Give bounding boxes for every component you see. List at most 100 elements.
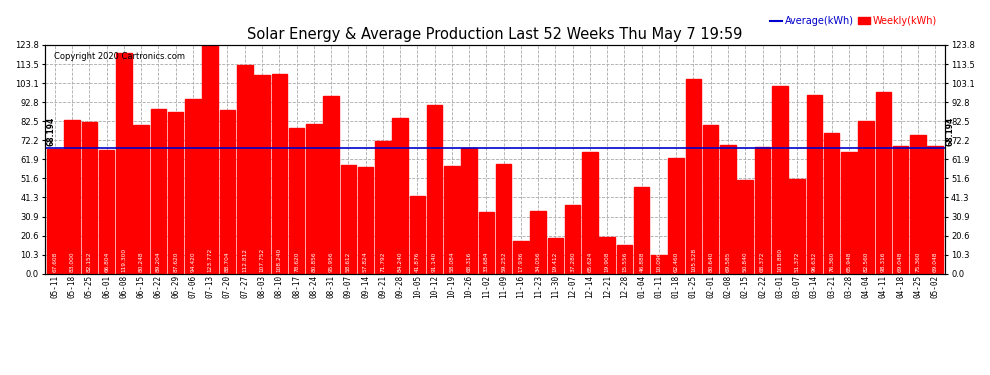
Bar [375,141,391,274]
Bar [427,105,443,274]
Text: 34.056: 34.056 [536,252,541,272]
Text: 19.412: 19.412 [552,252,558,272]
Text: 91.140: 91.140 [432,252,438,272]
Bar [565,205,580,274]
Bar [531,211,545,274]
Bar [461,147,477,274]
Bar [185,99,201,274]
Bar [754,147,770,274]
Text: 78.620: 78.620 [294,252,299,272]
Text: 82.152: 82.152 [87,252,92,272]
Text: 68.194: 68.194 [47,117,55,146]
Bar [547,238,563,274]
Bar [168,112,183,274]
Text: 65.624: 65.624 [587,252,592,272]
Text: 83.000: 83.000 [69,252,74,272]
Bar [134,126,148,274]
Text: 80.248: 80.248 [139,252,144,272]
Bar [738,180,753,274]
Text: 46.888: 46.888 [640,252,644,272]
Text: 123.772: 123.772 [208,248,213,272]
Bar [893,146,909,274]
Text: 50.840: 50.840 [742,252,747,272]
Bar [99,150,115,274]
Bar [617,245,633,274]
Bar [445,166,459,274]
Bar [496,164,512,274]
Text: 75.360: 75.360 [916,252,921,272]
Text: 80.856: 80.856 [311,252,316,272]
Bar [928,146,942,274]
Bar [582,153,598,274]
Text: 82.560: 82.560 [863,252,868,272]
Bar [599,237,615,274]
Bar [254,75,269,274]
Bar [668,158,684,274]
Bar [324,96,339,274]
Text: 68.316: 68.316 [466,252,471,272]
Text: 80.640: 80.640 [708,252,713,272]
Legend: Average(kWh), Weekly(kWh): Average(kWh), Weekly(kWh) [766,12,940,30]
Bar [824,133,840,274]
Text: 88.704: 88.704 [225,252,230,272]
Text: 96.632: 96.632 [812,252,817,272]
Bar [306,124,322,274]
Bar [858,121,874,274]
Text: 37.280: 37.280 [570,252,575,272]
Bar [720,145,736,274]
Bar [64,120,80,274]
Bar [875,92,891,274]
Text: 95.956: 95.956 [329,252,334,272]
Text: 69.048: 69.048 [933,252,938,272]
Text: 71.792: 71.792 [380,252,385,272]
Text: 107.752: 107.752 [259,248,264,272]
Text: 51.372: 51.372 [795,252,800,272]
Text: 57.824: 57.824 [363,252,368,272]
Bar [150,109,166,274]
Text: 98.316: 98.316 [881,252,886,272]
Text: 62.460: 62.460 [674,252,679,272]
Bar [116,53,132,274]
Bar [789,179,805,274]
Bar [634,187,649,274]
Bar [703,125,719,274]
Text: 10.096: 10.096 [656,252,661,272]
Text: 33.684: 33.684 [484,252,489,272]
Text: 68.194: 68.194 [945,117,954,146]
Text: 101.880: 101.880 [777,248,782,272]
Text: 17.936: 17.936 [519,252,524,272]
Bar [48,149,62,274]
Bar [237,65,252,274]
Bar [772,86,787,274]
Text: 84.240: 84.240 [398,252,403,272]
Text: 67.608: 67.608 [52,252,57,272]
Bar [289,129,304,274]
Text: 65.948: 65.948 [846,252,851,272]
Bar [807,95,822,274]
Bar [910,135,926,274]
Bar [651,255,666,274]
Text: 19.908: 19.908 [605,252,610,272]
Bar [513,241,529,274]
Text: 68.372: 68.372 [760,252,765,272]
Text: 108.240: 108.240 [277,248,282,272]
Text: 119.300: 119.300 [122,248,127,272]
Text: 87.620: 87.620 [173,252,178,272]
Text: 66.804: 66.804 [104,252,109,272]
Text: 105.528: 105.528 [691,248,696,272]
Text: 94.420: 94.420 [190,252,195,272]
Bar [842,152,856,274]
Text: 59.252: 59.252 [501,252,506,272]
Text: 58.612: 58.612 [346,252,350,272]
Text: Copyright 2020 Cartronics.com: Copyright 2020 Cartronics.com [53,52,184,61]
Bar [203,45,218,274]
Text: 69.585: 69.585 [726,252,731,272]
Text: 41.876: 41.876 [415,252,420,272]
Bar [341,165,356,274]
Text: 58.084: 58.084 [449,252,454,272]
Bar [410,196,425,274]
Bar [478,211,494,274]
Title: Solar Energy & Average Production Last 52 Weeks Thu May 7 19:59: Solar Energy & Average Production Last 5… [248,27,742,42]
Bar [392,118,408,274]
Text: 89.204: 89.204 [156,252,161,272]
